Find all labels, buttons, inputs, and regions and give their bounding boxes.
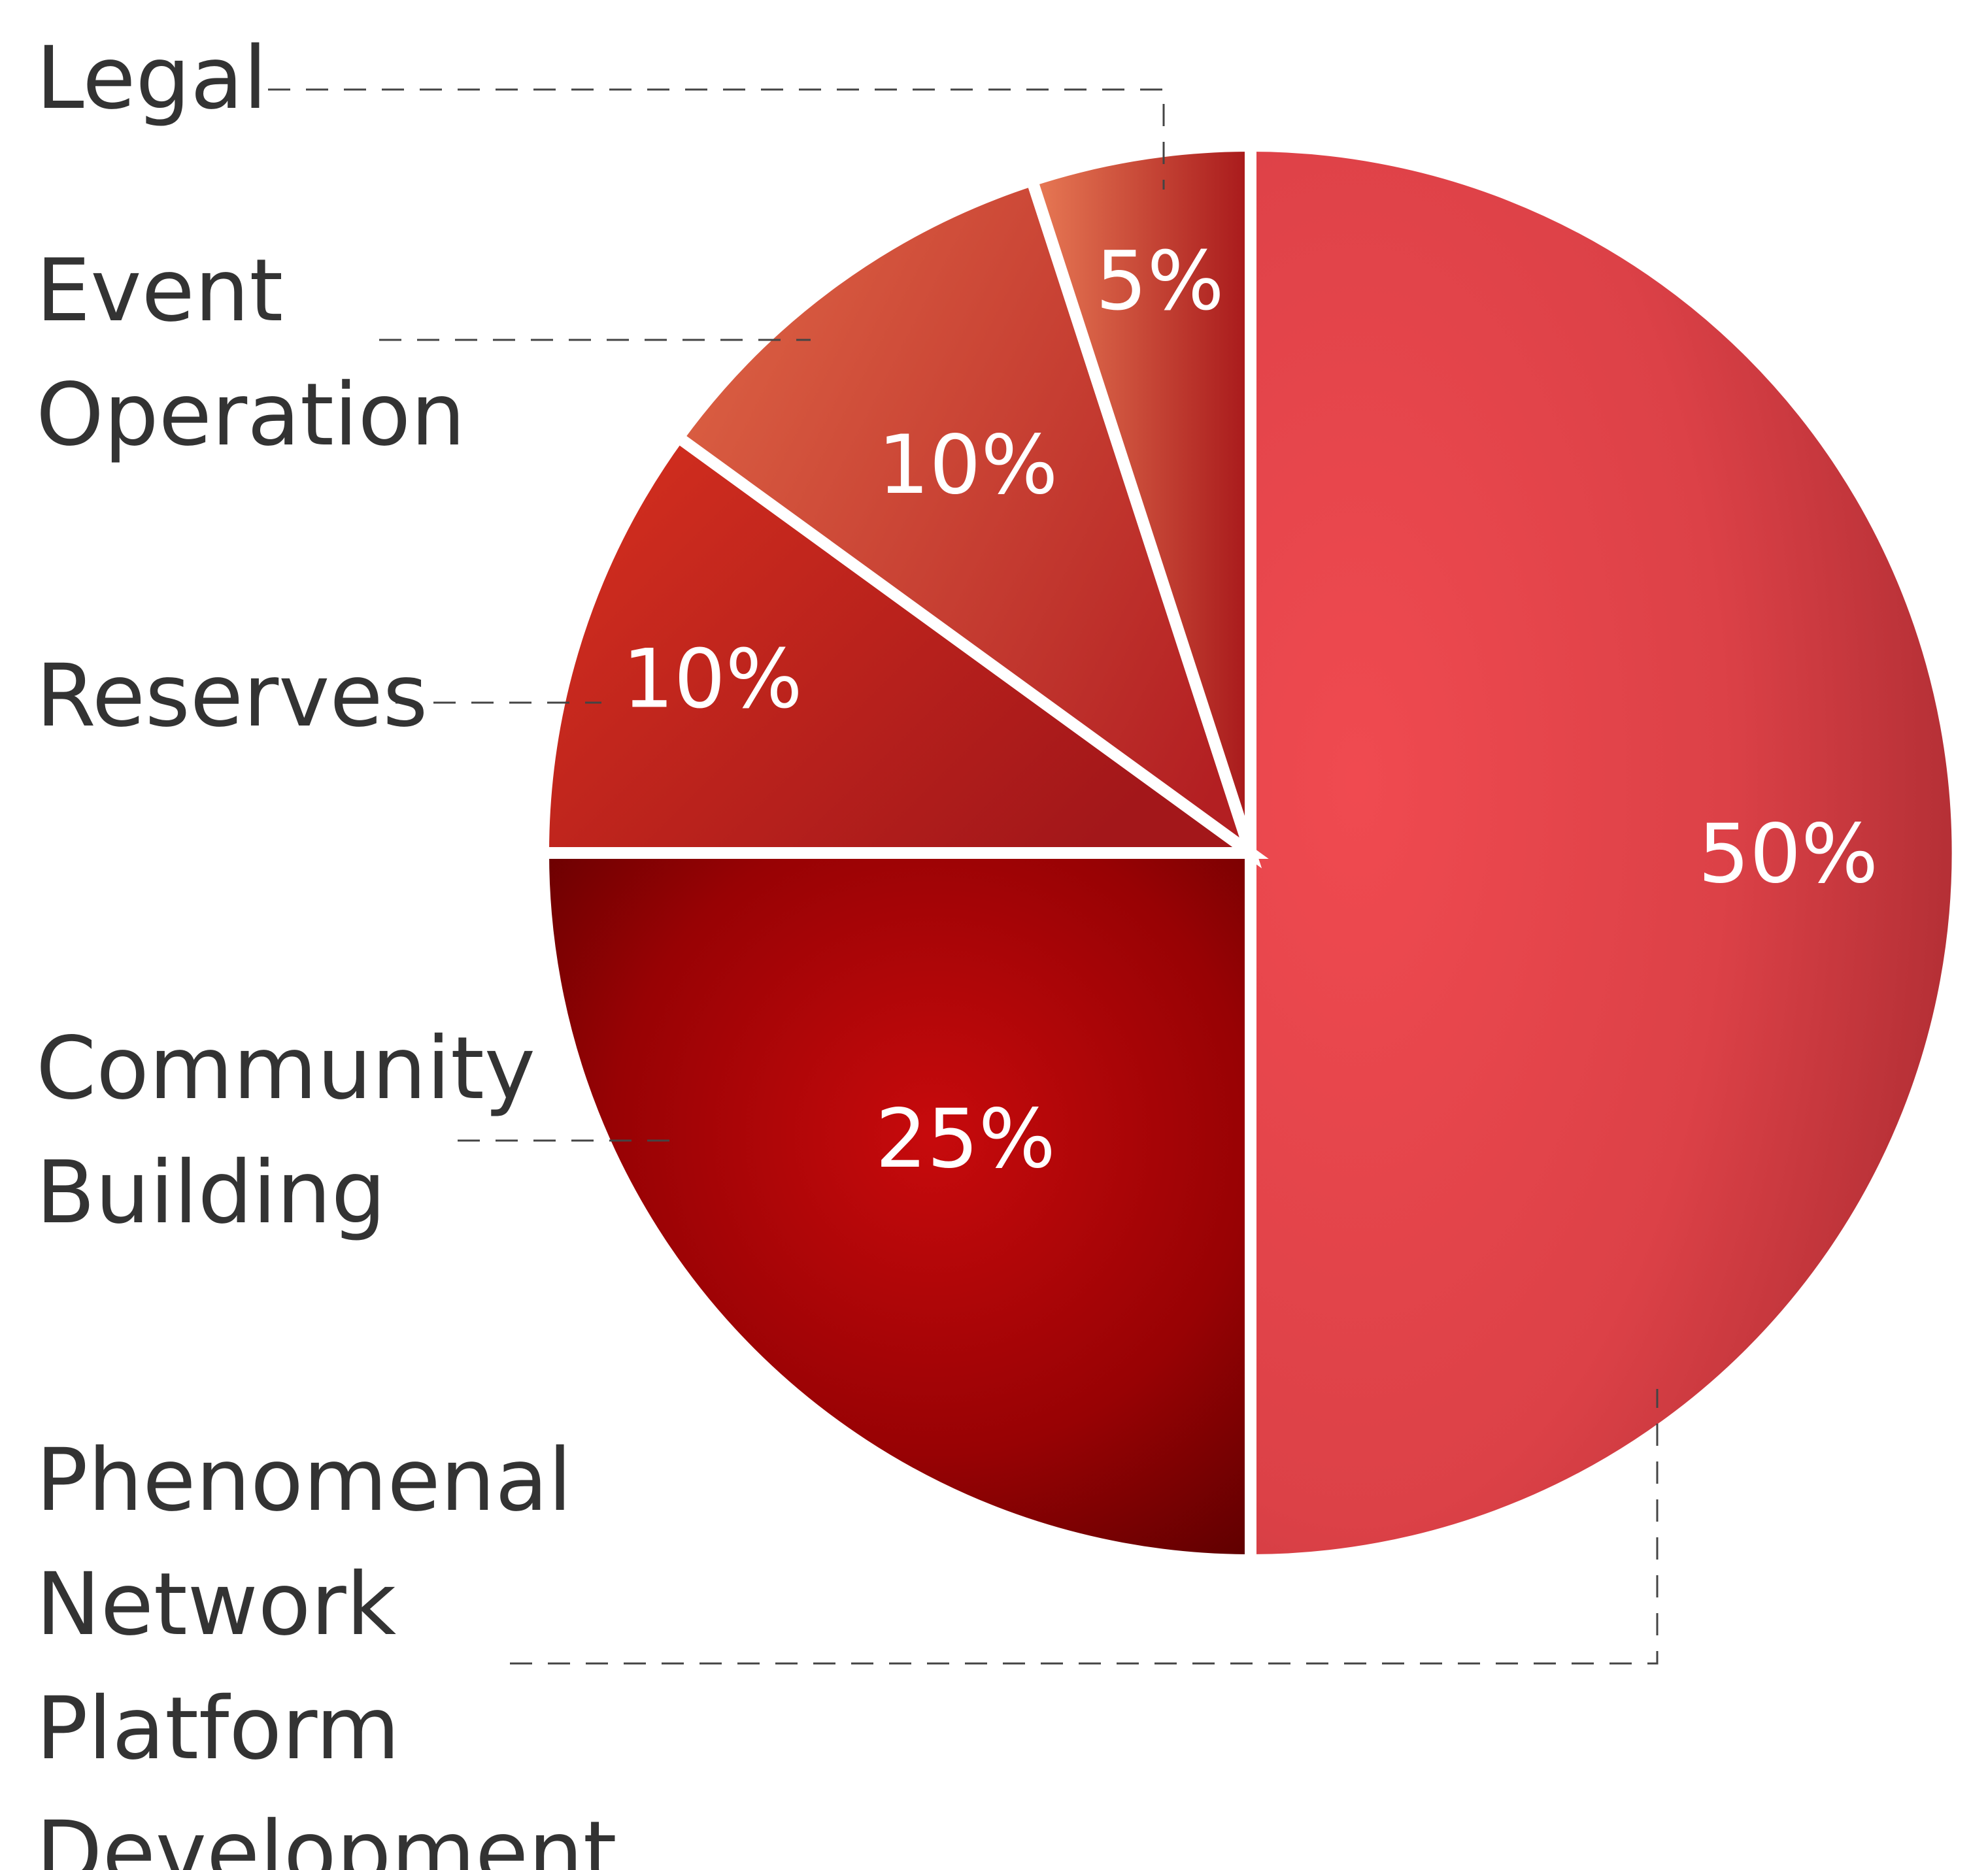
category-label-line: Reserves	[36, 646, 428, 746]
category-label-phenomenal-network-platform-development: Phenomenal Network Platform Development	[36, 1430, 617, 1870]
pie-slice-event-operation	[670, 173, 1262, 869]
value-label-reserves: 10%	[622, 633, 803, 727]
category-label-line: Phenomenal	[36, 1430, 572, 1531]
value-labels: 50% 25% 10% 10% 5%	[622, 235, 1878, 1186]
category-label-legal: Legal	[36, 28, 267, 129]
category-label-reserves: Reserves	[36, 646, 428, 746]
category-label-line: Legal	[36, 28, 267, 129]
category-label-line: Community	[36, 1018, 535, 1119]
pie-slice-community-building	[537, 847, 1256, 1567]
category-labels: Phenomenal Network Platform Development Comm…	[36, 28, 617, 1870]
leader-lines	[268, 88, 1659, 1665]
category-label-line: Event	[36, 241, 283, 341]
value-label-event-operation: 10%	[878, 418, 1058, 512]
category-label-line: Network	[36, 1554, 397, 1655]
pie-slice-legal	[1024, 139, 1256, 855]
category-label-line: Platform	[36, 1678, 400, 1779]
value-label-legal: 5%	[1096, 235, 1224, 329]
category-label-event-operation: Event Operation	[36, 241, 465, 465]
pie-slice-phenomenal-network-platform-development	[1245, 139, 1964, 1567]
category-label-line: Building	[36, 1143, 386, 1243]
leader-line-phenomenal-network-platform-development	[510, 1389, 1659, 1665]
leader-line-legal	[268, 88, 1165, 190]
category-label-line: Operation	[36, 365, 465, 465]
value-label-community-building: 25%	[875, 1092, 1056, 1186]
category-label-community-building: Community Building	[36, 1018, 535, 1243]
pie-slices	[537, 139, 1964, 1567]
pie-slice-reserves	[537, 429, 1269, 859]
category-label-line: Development	[36, 1803, 617, 1870]
value-label-phenomenal-network-platform-development: 50%	[1698, 807, 1879, 901]
